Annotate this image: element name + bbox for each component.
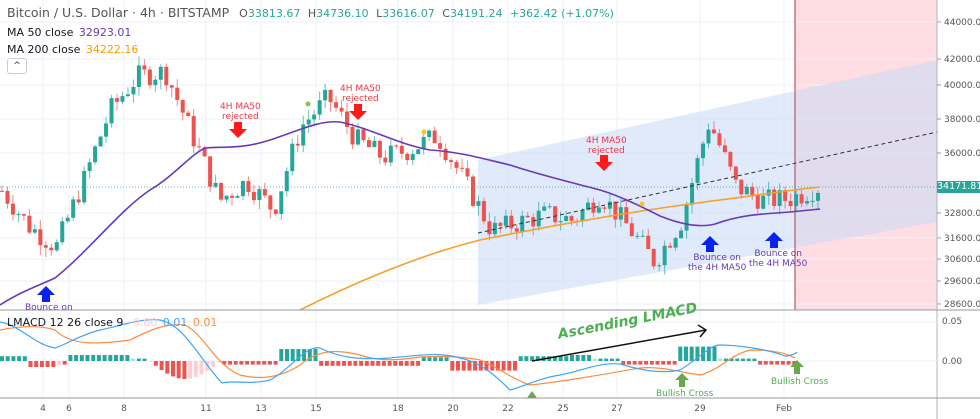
signal-dot-yellow — [639, 201, 645, 207]
low-value: 33616.07 — [382, 7, 435, 20]
price-tick-label: 32800.00 — [944, 209, 980, 219]
symbol-name[interactable]: Bitcoin / U.S. Dollar — [7, 5, 129, 20]
ma50-label: MA 50 close — [7, 26, 74, 39]
bounce-annotation: Bounce on the 4H MA50 — [749, 249, 808, 269]
price-tick-label: 31600.00 — [944, 234, 980, 244]
lmacd-signal-value: 0.01 — [192, 316, 218, 329]
time-tick-label: 8 — [121, 404, 127, 414]
lmacd-axis-label: 0.05 — [942, 317, 962, 327]
time-tick-label: Feb — [776, 404, 792, 414]
time-tick-label: 18 — [392, 404, 404, 414]
price-tick-label: 38000.00 — [944, 115, 980, 125]
rejected-annotation: 4H MA50 rejected — [586, 136, 627, 156]
ma50-legend[interactable]: MA 50 close 32923.01 — [7, 26, 131, 39]
price-axis[interactable]: 44000.00 42000.00 40000.00 38000.00 36000.00… — [937, 18, 980, 310]
time-tick-label: 4 — [40, 404, 46, 414]
bounce-arrow-icon — [37, 232, 783, 302]
symbol-header: Bitcoin / U.S. Dollar · 4h · BITSTAMP O3… — [7, 5, 618, 20]
bounce-annotation: Bounce on — [25, 303, 73, 313]
ma200-legend[interactable]: MA 200 close 34222.16 — [7, 43, 138, 56]
candlesticks — [0, 56, 820, 275]
time-tick-label: 11 — [200, 404, 211, 414]
ascending-trend-arrow — [531, 324, 708, 362]
change-value: +362.42 (+1.07%) — [509, 7, 614, 20]
time-axis[interactable]: 4 6 8 11 13 15 18 20 22 25 27 29 Feb — [40, 404, 792, 414]
interval[interactable]: 4h — [139, 5, 156, 20]
bullish-cross-annotation: Bullish Cross — [771, 377, 829, 387]
rejected-arrow-icon — [229, 104, 613, 171]
close-value: 34191.24 — [449, 7, 503, 20]
lmacd-macd-line — [0, 319, 798, 391]
time-tick-label: 27 — [611, 404, 622, 414]
price-tick-label: 44000.00 — [944, 18, 980, 28]
price-tick-label: 42000.00 — [944, 55, 980, 65]
price-tick-label: 30600.00 — [944, 255, 980, 265]
lmacd-macd-value: 0.01 — [162, 316, 188, 329]
ma200-line — [299, 186, 821, 311]
high-value: 34736.10 — [316, 7, 369, 20]
lmacd-axis-label: 0.00 — [942, 357, 962, 367]
price-tick-label: 28600.00 — [944, 300, 980, 310]
exchange: BITSTAMP — [167, 5, 230, 20]
channel-midline — [477, 131, 938, 234]
lmacd-legend[interactable]: LMACD 12 26 close 9 -0.00 0.01 0.01 — [7, 316, 217, 329]
lmacd-hist-value: -0.00 — [128, 316, 158, 329]
lmacd-signal-line — [0, 324, 796, 386]
rejected-annotation: 4H MA50 rejected — [220, 102, 261, 122]
last-price-tag: 34171.81 — [937, 181, 980, 193]
time-tick-label: 15 — [310, 404, 321, 414]
ohlc-values: O33813.67 H34736.10 L33616.07 C34191.24 … — [239, 7, 614, 20]
bullish-cross-arrow-icon — [527, 360, 804, 398]
time-tick-label: 29 — [694, 404, 706, 414]
signal-dot-yellow — [421, 129, 427, 135]
lmacd-histogram — [0, 346, 797, 379]
time-tick-label: 6 — [66, 404, 72, 414]
price-tick-label: 36000.00 — [944, 149, 980, 159]
price-tick-label: 29600.00 — [944, 277, 980, 287]
signal-dot-green — [305, 101, 311, 107]
ma50-line — [0, 120, 821, 306]
lmacd-label: LMACD 12 26 close 9 — [7, 316, 124, 329]
collapse-legend-button[interactable]: ^ — [7, 58, 27, 74]
time-tick-label: 13 — [255, 404, 266, 414]
ma50-value: 32923.01 — [78, 26, 132, 39]
rejected-annotation: 4H MA50 rejected — [340, 84, 381, 104]
price-tick-label: 40000.00 — [944, 81, 980, 91]
ma200-value: 34222.16 — [85, 43, 139, 56]
bullish-cross-annotation: Bullish Cross — [656, 389, 714, 399]
bounce-annotation: Bounce on the 4H MA50 — [688, 253, 747, 273]
time-tick-label: 22 — [502, 404, 513, 414]
open-value: 33813.67 — [247, 7, 301, 20]
ma200-label: MA 200 close — [7, 43, 81, 56]
time-tick-label: 25 — [557, 404, 568, 414]
time-tick-label: 20 — [447, 404, 459, 414]
